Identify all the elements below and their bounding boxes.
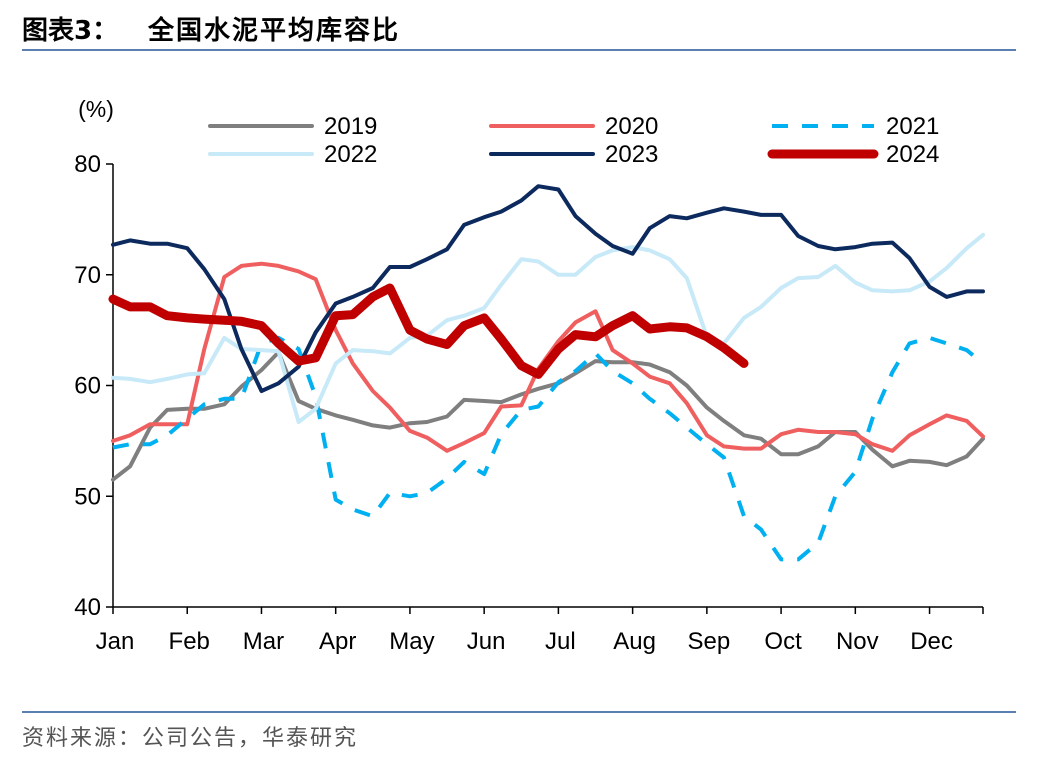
- x-tick-label: Feb: [169, 628, 210, 655]
- series-line-2024: [108, 283, 749, 379]
- x-tick-label: Aug: [613, 628, 656, 655]
- source-note: 资料来源：公司公告，华泰研究: [22, 726, 359, 751]
- x-tick-label: Oct: [764, 628, 802, 655]
- chart-area: 40 50 60 70 80 (%) Jan Feb Mar Apr May Jun Jul Aug Sep…: [74, 96, 985, 655]
- x-tick-label: Sep: [688, 628, 731, 655]
- legend-label-2023: 2023: [605, 141, 658, 168]
- series-line-2022: [111, 232, 985, 424]
- series-line-2021: [112, 335, 985, 562]
- x-tick-label: May: [389, 628, 434, 655]
- legend-label-2022: 2022: [324, 141, 377, 168]
- figure-number: 图表3：: [22, 16, 119, 46]
- x-tick-label: Jan: [96, 628, 135, 655]
- bottom-rule: [22, 711, 1016, 713]
- series-line-2023: [111, 184, 985, 393]
- legend-label-2021: 2021: [886, 113, 939, 140]
- title-bar: 图表3： 全国水泥平均库容比: [0, 0, 1048, 52]
- x-tick-label: Mar: [243, 628, 284, 655]
- y-tick-label: 40: [74, 594, 101, 621]
- chart-title: 全国水泥平均库容比: [148, 16, 401, 46]
- x-tick-label: Apr: [319, 628, 356, 655]
- top-rule: [22, 49, 1016, 51]
- y-tick-label: 60: [74, 373, 101, 400]
- legend-label-2019: 2019: [324, 113, 377, 140]
- x-tick-label: Nov: [836, 628, 879, 655]
- legend-label-2024: 2024: [886, 141, 939, 168]
- legend-label-2020: 2020: [605, 113, 658, 140]
- y-tick-label: 50: [74, 483, 101, 510]
- series-line-2019: [111, 350, 985, 482]
- y-unit-label: (%): [78, 96, 114, 122]
- x-tick-label: Jul: [545, 628, 576, 655]
- y-tick-label: 70: [74, 262, 101, 289]
- y-tick-label: 80: [74, 151, 101, 178]
- x-tick-label: Dec: [910, 628, 953, 655]
- x-tick-label: Jun: [467, 628, 506, 655]
